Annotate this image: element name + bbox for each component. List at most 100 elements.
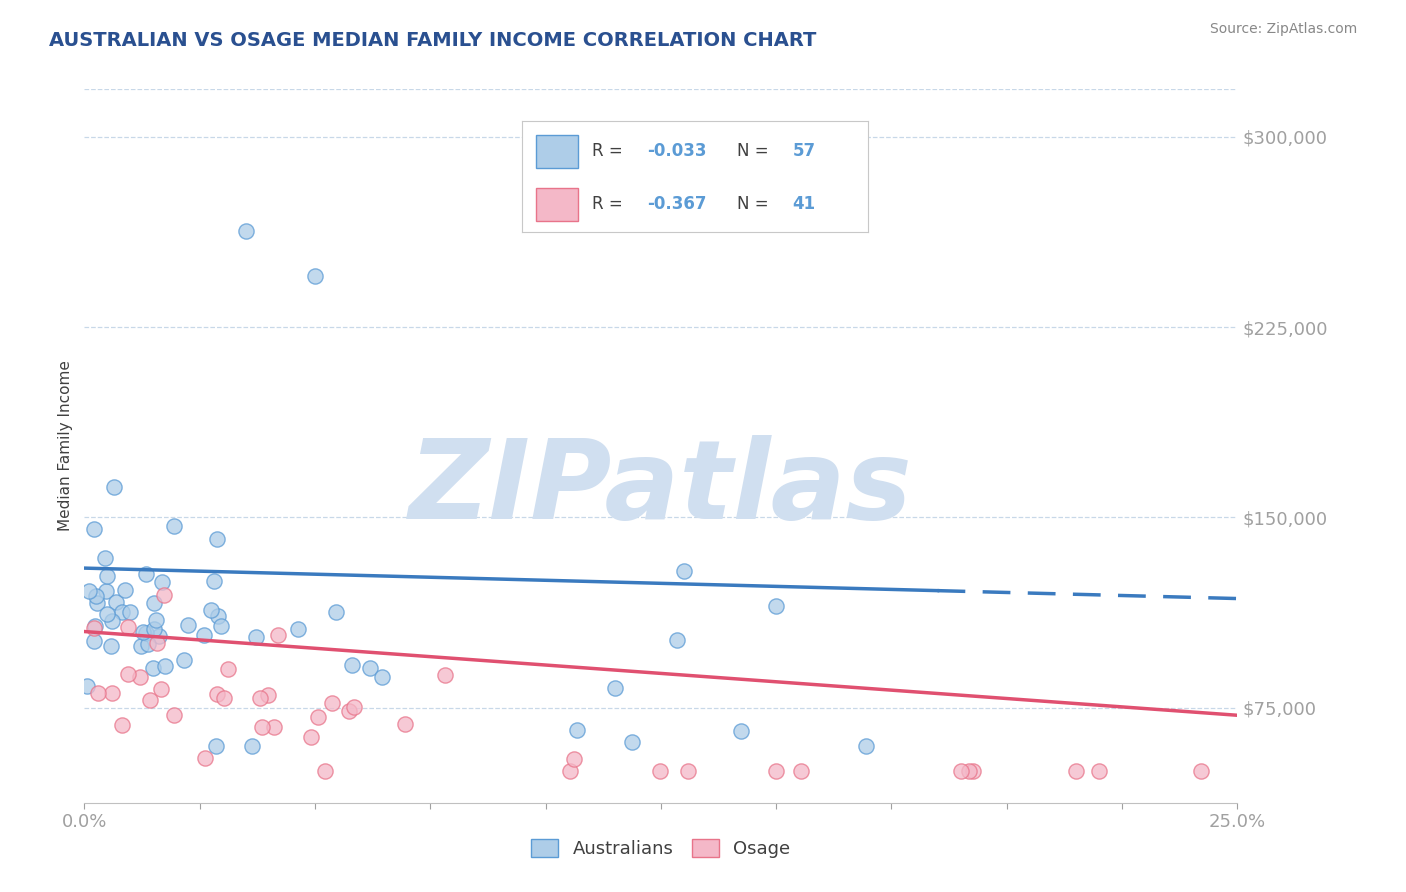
Point: [789, 764, 811, 778]
Point: [209, 619, 232, 633]
Point: [676, 764, 699, 778]
Point: [153, 659, 176, 673]
Point: [105, 595, 128, 609]
Point: [730, 723, 752, 738]
Text: AUSTRALIAN VS OSAGE MEDIAN FAMILY INCOME CORRELATION CHART: AUSTRALIAN VS OSAGE MEDIAN FAMILY INCOME…: [49, 31, 817, 50]
Point: [120, 605, 142, 619]
Point: [148, 629, 170, 643]
Point: [1064, 764, 1087, 778]
Point: [212, 690, 235, 705]
Point: [193, 627, 215, 641]
Point: [117, 619, 139, 633]
Point: [299, 731, 322, 745]
Point: [150, 681, 173, 696]
Point: [96, 584, 118, 599]
Point: [114, 582, 136, 597]
Point: [218, 662, 240, 676]
Point: [76, 679, 98, 693]
Point: [343, 700, 366, 714]
Point: [146, 636, 169, 650]
Point: [321, 696, 343, 710]
Point: [433, 667, 456, 681]
Point: [249, 691, 271, 706]
Point: [194, 751, 217, 765]
Point: [94, 551, 117, 566]
Point: [139, 693, 162, 707]
Point: [177, 617, 200, 632]
Point: [205, 533, 228, 547]
Point: [111, 605, 134, 619]
Point: [665, 633, 688, 648]
Text: Source: ZipAtlas.com: Source: ZipAtlas.com: [1209, 22, 1357, 37]
Point: [765, 599, 787, 614]
Point: [101, 686, 124, 700]
Point: [765, 764, 787, 778]
Point: [339, 704, 361, 718]
Point: [150, 575, 173, 590]
Point: [252, 720, 274, 734]
Point: [103, 480, 125, 494]
Point: [129, 670, 152, 684]
Point: [129, 640, 152, 654]
Point: [136, 637, 159, 651]
Point: [142, 661, 165, 675]
Point: [96, 569, 118, 583]
Point: [207, 687, 229, 701]
Point: [648, 764, 671, 778]
Point: [110, 718, 132, 732]
Point: [371, 670, 394, 684]
Point: [200, 603, 222, 617]
Point: [83, 633, 105, 648]
Point: [153, 589, 176, 603]
Point: [131, 625, 153, 640]
Point: [605, 681, 627, 696]
Point: [307, 710, 329, 724]
Point: [205, 739, 228, 753]
Point: [143, 596, 166, 610]
Point: [263, 720, 285, 734]
Point: [87, 686, 110, 700]
Point: [100, 615, 122, 629]
Point: [83, 522, 105, 536]
Point: [207, 608, 229, 623]
Point: [245, 630, 267, 644]
Point: [394, 716, 416, 731]
Point: [949, 764, 972, 778]
Point: [1189, 764, 1212, 778]
Point: [325, 605, 347, 619]
Point: [359, 661, 381, 675]
Point: [135, 626, 157, 640]
Point: [86, 590, 108, 604]
Point: [84, 619, 107, 633]
Point: [202, 574, 225, 589]
Point: [235, 224, 257, 238]
Point: [100, 640, 122, 654]
Point: [855, 739, 877, 753]
Point: [304, 269, 326, 284]
Point: [173, 653, 195, 667]
Point: [96, 607, 118, 621]
Point: [77, 584, 100, 599]
Point: [267, 628, 290, 642]
Y-axis label: Median Family Income: Median Family Income: [58, 360, 73, 532]
Point: [314, 764, 336, 778]
Point: [86, 595, 108, 609]
Point: [1088, 764, 1111, 778]
Point: [562, 752, 585, 766]
Point: [163, 707, 186, 722]
Legend: Australians, Osage: Australians, Osage: [524, 831, 797, 865]
Point: [560, 764, 582, 778]
Text: ZIPatlas: ZIPatlas: [409, 435, 912, 542]
Point: [83, 621, 105, 635]
Point: [145, 613, 167, 627]
Point: [565, 723, 588, 738]
Point: [621, 735, 644, 749]
Point: [257, 688, 280, 702]
Point: [340, 657, 363, 672]
Point: [240, 739, 263, 753]
Point: [672, 564, 695, 578]
Point: [135, 567, 157, 582]
Point: [957, 764, 980, 778]
Point: [163, 519, 186, 533]
Point: [142, 622, 165, 636]
